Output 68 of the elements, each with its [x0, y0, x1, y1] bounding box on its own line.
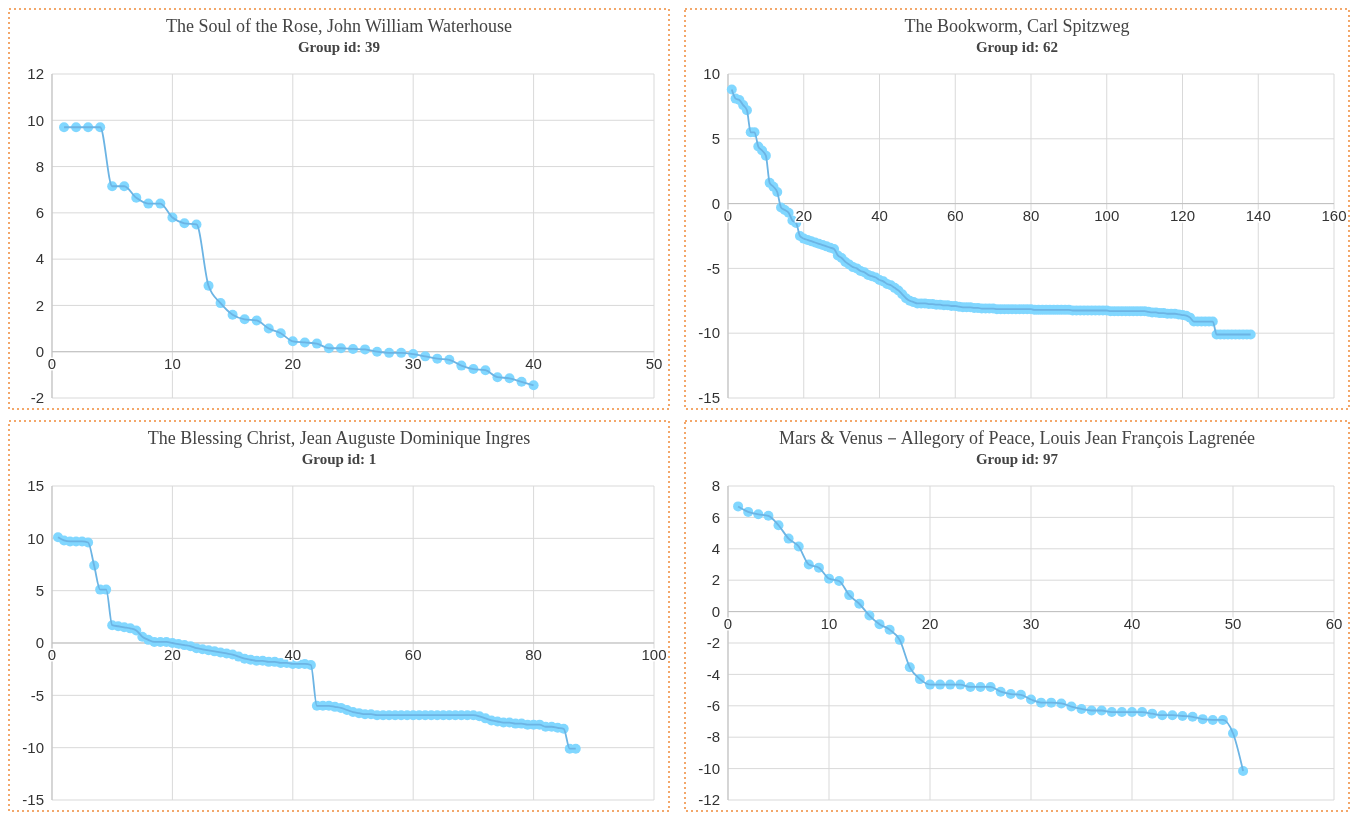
y-tick-label: 5 [35, 581, 44, 599]
tick-halo: 40 [284, 646, 302, 663]
chart-title: The Soul of the Rose, John William Waterhouse [165, 16, 513, 36]
y-tick-label: 6 [711, 508, 720, 526]
tick-halo: 30 [1022, 614, 1040, 632]
tick-halo: 40 [871, 206, 888, 224]
y-tick-label: 10 [703, 65, 720, 83]
y-tick-label: 0 [35, 634, 44, 652]
tick-halo: 40 [525, 354, 542, 372]
y-tick-label: 10 [27, 111, 44, 129]
y-tick-label: 2 [711, 571, 720, 589]
tick-halo: 60 [404, 646, 422, 663]
y-tick-label: 10 [27, 529, 44, 547]
y-tick-label: 5 [711, 130, 720, 148]
chart-subtitle: Group id: 97 [975, 451, 1059, 467]
y-tick-label: 0 [711, 602, 720, 620]
tick-halo: 50 [1224, 614, 1242, 632]
tick-halo: 40 [1123, 614, 1141, 632]
tick-halo: 0 [723, 206, 733, 224]
tick-halo: 0 [47, 354, 57, 372]
tick-halo: 60 [946, 206, 964, 224]
tick-halo: 120 [1170, 206, 1195, 224]
tick-halo: 50 [645, 354, 663, 372]
y-tick-label: -2 [706, 634, 720, 652]
chart-title: The Bookworm, Carl Spitzweg [904, 16, 1130, 36]
y-tick-label: 8 [35, 157, 44, 175]
tick-halo: 100 [1094, 206, 1120, 224]
chart-subtitle: Group id: 1 [301, 451, 377, 467]
y-tick-label: 6 [35, 204, 44, 222]
y-tick-label: 0 [35, 342, 44, 360]
y-tick-label: 2 [35, 296, 44, 314]
y-tick-label: -4 [706, 665, 720, 683]
y-tick-label: -10 [698, 759, 720, 777]
chart-subtitle: Group id: 62 [975, 39, 1059, 55]
tick-halo: 100 [641, 646, 667, 663]
y-tick-label: 0 [711, 194, 720, 212]
tick-halo: 0 [47, 646, 57, 663]
chart-title: The Blessing Christ, Jean Auguste Dominique Ingres [147, 428, 531, 448]
tick-halo: 10 [820, 614, 838, 632]
y-tick-label: -10 [22, 738, 44, 756]
tick-halo: 20 [795, 206, 813, 224]
y-tick-label: -5 [30, 686, 44, 704]
tick-halo: 20 [921, 614, 939, 632]
tick-halo: 10 [164, 354, 181, 372]
y-tick-label: -15 [698, 389, 720, 407]
y-tick-label: -15 [22, 791, 44, 809]
tick-halo: 20 [164, 646, 181, 663]
y-tick-label: 12 [27, 65, 44, 83]
y-tick-label: -2 [30, 389, 44, 407]
tick-halo: 140 [1245, 206, 1271, 224]
tick-halo: 80 [525, 646, 542, 663]
chart-subtitle: Group id: 39 [297, 39, 381, 55]
tick-halo: 80 [1022, 206, 1040, 224]
y-tick-label: -12 [698, 791, 720, 809]
tick-halo: 30 [404, 354, 422, 372]
y-tick-label: -6 [706, 697, 720, 715]
tick-halo: 20 [284, 354, 302, 372]
y-tick-label: 15 [27, 477, 44, 495]
tick-halo: 0 [723, 614, 733, 632]
y-tick-label: 4 [35, 250, 44, 268]
y-tick-label: -5 [706, 259, 720, 277]
y-tick-label: -8 [706, 728, 720, 746]
y-tick-label: 4 [711, 540, 720, 558]
tick-halo: 60 [1325, 614, 1343, 632]
chart-title: Mars & Venus－Allegory of Peace, Louis Jean François Lagrenée [778, 428, 1256, 448]
y-tick-label: 8 [711, 477, 720, 495]
tick-halo: 160 [1321, 206, 1347, 224]
y-tick-label: -10 [698, 324, 720, 342]
